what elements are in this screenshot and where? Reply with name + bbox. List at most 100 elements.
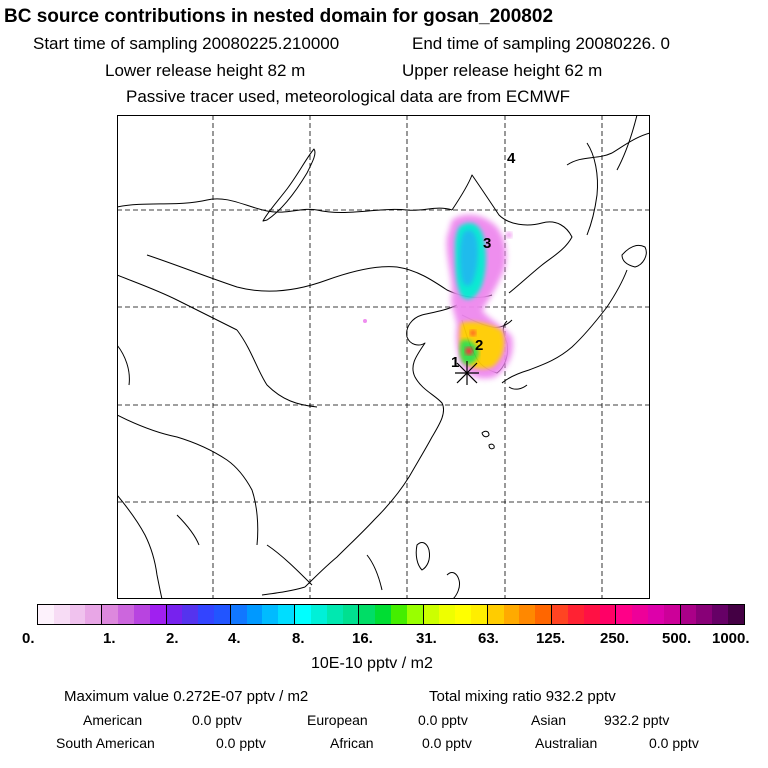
stray-dot-2 (506, 232, 512, 238)
colorbar-swatch (535, 605, 552, 624)
tick-label: 0. (22, 630, 35, 647)
colorbar-swatch (342, 605, 359, 624)
colorbar-segment (102, 605, 167, 624)
colorbar-swatch (85, 605, 102, 624)
tracer-note: Passive tracer used, meteorological data… (126, 87, 571, 106)
south-american-value: 0.0 pptv (216, 735, 266, 751)
colorbar-unit: 10E-10 pptv / m2 (311, 655, 433, 672)
colorbar-swatch (69, 605, 86, 624)
tick-label: 63. (478, 630, 499, 647)
end-time: End time of sampling 20080226. 0 (412, 34, 671, 53)
tick-label: 500. (662, 630, 692, 647)
colorbar-swatch (583, 605, 600, 624)
colorbar-swatch (295, 605, 311, 624)
colorbar-segment (423, 605, 488, 624)
colorbar-swatch (423, 605, 440, 624)
colorbar-segment (680, 605, 744, 624)
colorbar-swatch (213, 605, 230, 624)
colorbar-segment (487, 605, 553, 624)
colorbar-swatch (567, 605, 584, 624)
source-plume (363, 214, 513, 379)
colorbar-swatch (696, 605, 713, 624)
tick-label: 8. (292, 630, 305, 647)
african-value: 0.0 pptv (422, 735, 472, 751)
colorbar-segment (166, 605, 231, 624)
colorbar-swatch (359, 605, 376, 624)
lower-release-height: Lower release height 82 m (105, 61, 306, 80)
colorbar-swatch (102, 605, 119, 624)
colorbar-swatch (455, 605, 472, 624)
colorbar-swatch (53, 605, 70, 624)
tick-label: 31. (416, 630, 437, 647)
colorbar-swatch (712, 605, 729, 624)
map-panel: 1 2 3 4 (117, 115, 650, 599)
asian-label: Asian (531, 712, 567, 728)
american-value: 0.0 pptv (192, 712, 242, 728)
start-time: Start time of sampling 20080225.210000 (33, 34, 340, 53)
tick-label: 2. (166, 630, 179, 647)
colorbar-swatch (118, 605, 134, 624)
colorbar-swatch (663, 605, 680, 624)
colorbar-segment (230, 605, 296, 624)
south-american-label: South American (56, 735, 155, 751)
colorbar-swatch (246, 605, 263, 624)
colorbar-segment (616, 605, 681, 624)
total-mixing-ratio: Total mixing ratio 932.2 pptv (429, 688, 616, 705)
european-value: 0.0 pptv (418, 712, 468, 728)
tick-label: 4. (228, 630, 241, 647)
asian-value: 932.2 pptv (604, 712, 670, 728)
colorbar-swatch (632, 605, 649, 624)
australian-label: Australian (535, 735, 598, 751)
tick-label: 16. (352, 630, 373, 647)
colorbar-swatch (648, 605, 664, 624)
colorbar-swatch (487, 605, 504, 624)
hotspot-1 (465, 347, 473, 355)
tick-label: 1. (103, 630, 116, 647)
marker-label-3: 3 (483, 235, 491, 252)
stray-dot-1 (363, 319, 367, 323)
colorbar-swatch (182, 605, 199, 624)
colorbar-swatch (599, 605, 616, 624)
marker-label-4: 4 (507, 150, 516, 167)
colorbar-segment (359, 605, 424, 624)
colorbar-segment (295, 605, 360, 624)
colorbar-swatch (439, 605, 456, 624)
colorbar-swatch (375, 605, 391, 624)
chart-title: BC source contributions in nested domain… (4, 6, 554, 27)
colorbar-swatch (326, 605, 343, 624)
colorbar-swatch (406, 605, 423, 624)
colorbar-swatch (519, 605, 536, 624)
european-label: European (307, 712, 368, 728)
colorbar-segment (38, 605, 103, 624)
colorbar (37, 604, 745, 625)
coastlines (117, 115, 650, 599)
colorbar-swatch (278, 605, 295, 624)
colorbar-swatch (728, 605, 744, 624)
map-frame (117, 115, 650, 599)
upper-release-height: Upper release height 62 m (402, 61, 603, 80)
colorbar-swatch (390, 605, 407, 624)
colorbar-swatch (552, 605, 568, 624)
american-label: American (83, 712, 143, 728)
colorbar-swatch (680, 605, 697, 624)
colorbar-swatch (262, 605, 279, 624)
maximum-value: Maximum value 0.272E-07 pptv / m2 (64, 688, 309, 705)
colorbar-swatch (38, 605, 54, 624)
tick-label: 250. (600, 630, 630, 647)
african-label: African (330, 735, 374, 751)
plume-upper-mid (459, 229, 478, 286)
marker-label-1: 1 (451, 354, 459, 371)
australian-value: 0.0 pptv (649, 735, 699, 751)
colorbar-swatch (166, 605, 183, 624)
tick-label: 1000. (712, 630, 750, 647)
colorbar-swatch (198, 605, 214, 624)
colorbar-swatch (503, 605, 520, 624)
colorbar-swatch (230, 605, 247, 624)
tick-label: 125. (536, 630, 566, 647)
marker-label-2: 2 (475, 337, 483, 354)
colorbar-segment (552, 605, 617, 624)
colorbar-swatch (149, 605, 166, 624)
colorbar-swatch (616, 605, 633, 624)
hotspot-2 (470, 330, 476, 336)
receptor-marker (455, 361, 479, 385)
